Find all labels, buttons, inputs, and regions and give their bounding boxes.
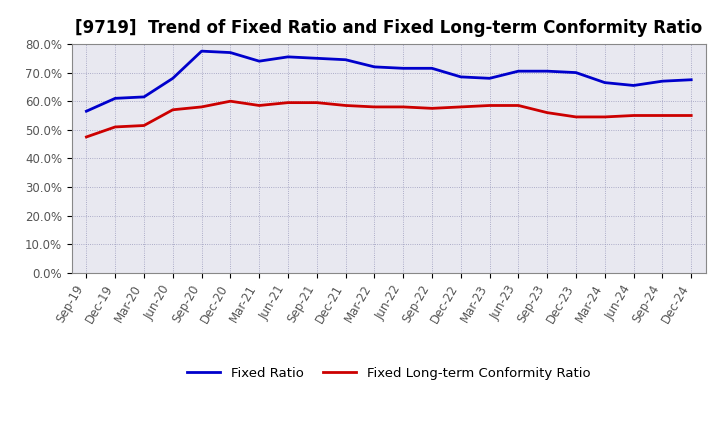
Fixed Long-term Conformity Ratio bbox=[284, 100, 292, 105]
Fixed Long-term Conformity Ratio bbox=[168, 107, 177, 112]
Fixed Ratio bbox=[514, 69, 523, 74]
Fixed Long-term Conformity Ratio bbox=[255, 103, 264, 108]
Title: [9719]  Trend of Fixed Ratio and Fixed Long-term Conformity Ratio: [9719] Trend of Fixed Ratio and Fixed Lo… bbox=[75, 19, 703, 37]
Fixed Ratio bbox=[600, 80, 609, 85]
Fixed Ratio bbox=[687, 77, 696, 82]
Line: Fixed Ratio: Fixed Ratio bbox=[86, 51, 691, 111]
Fixed Long-term Conformity Ratio bbox=[629, 113, 638, 118]
Fixed Long-term Conformity Ratio bbox=[687, 113, 696, 118]
Fixed Ratio bbox=[168, 76, 177, 81]
Fixed Long-term Conformity Ratio bbox=[370, 104, 379, 110]
Fixed Long-term Conformity Ratio bbox=[399, 104, 408, 110]
Fixed Ratio bbox=[82, 109, 91, 114]
Fixed Ratio bbox=[341, 57, 350, 62]
Legend: Fixed Ratio, Fixed Long-term Conformity Ratio: Fixed Ratio, Fixed Long-term Conformity … bbox=[182, 362, 595, 385]
Fixed Long-term Conformity Ratio bbox=[456, 104, 465, 110]
Fixed Ratio bbox=[226, 50, 235, 55]
Fixed Long-term Conformity Ratio bbox=[658, 113, 667, 118]
Fixed Long-term Conformity Ratio bbox=[572, 114, 580, 120]
Fixed Ratio bbox=[428, 66, 436, 71]
Fixed Long-term Conformity Ratio bbox=[428, 106, 436, 111]
Fixed Long-term Conformity Ratio bbox=[485, 103, 494, 108]
Fixed Long-term Conformity Ratio bbox=[226, 99, 235, 104]
Fixed Ratio bbox=[312, 55, 321, 61]
Fixed Ratio bbox=[370, 64, 379, 70]
Fixed Ratio bbox=[485, 76, 494, 81]
Fixed Ratio bbox=[284, 54, 292, 59]
Fixed Long-term Conformity Ratio bbox=[197, 104, 206, 110]
Fixed Ratio bbox=[399, 66, 408, 71]
Fixed Long-term Conformity Ratio bbox=[312, 100, 321, 105]
Fixed Ratio bbox=[572, 70, 580, 75]
Fixed Long-term Conformity Ratio bbox=[341, 103, 350, 108]
Fixed Long-term Conformity Ratio bbox=[514, 103, 523, 108]
Fixed Long-term Conformity Ratio bbox=[111, 124, 120, 129]
Fixed Ratio bbox=[111, 95, 120, 101]
Fixed Long-term Conformity Ratio bbox=[82, 134, 91, 139]
Fixed Ratio bbox=[629, 83, 638, 88]
Fixed Ratio bbox=[658, 78, 667, 84]
Fixed Long-term Conformity Ratio bbox=[140, 123, 148, 128]
Fixed Ratio bbox=[255, 59, 264, 64]
Fixed Ratio bbox=[197, 48, 206, 54]
Fixed Ratio bbox=[543, 69, 552, 74]
Line: Fixed Long-term Conformity Ratio: Fixed Long-term Conformity Ratio bbox=[86, 101, 691, 137]
Fixed Ratio bbox=[140, 94, 148, 99]
Fixed Long-term Conformity Ratio bbox=[543, 110, 552, 115]
Fixed Ratio bbox=[456, 74, 465, 80]
Fixed Long-term Conformity Ratio bbox=[600, 114, 609, 120]
